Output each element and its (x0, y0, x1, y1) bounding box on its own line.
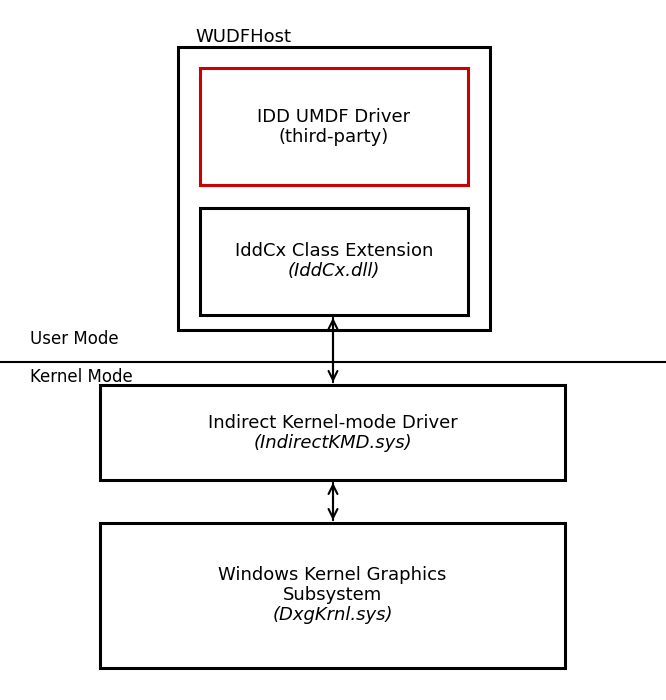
Text: Subsystem: Subsystem (283, 587, 382, 605)
Text: User Mode: User Mode (30, 330, 119, 348)
Text: IddCx Class Extension: IddCx Class Extension (235, 242, 433, 260)
Text: (DxgKrnl.sys): (DxgKrnl.sys) (272, 606, 393, 624)
Bar (100, 385, 565, 480)
Text: Indirect Kernel-mode Driver: Indirect Kernel-mode Driver (208, 414, 458, 431)
Bar (200, 68, 468, 185)
Text: (third-party): (third-party) (279, 127, 389, 146)
Text: WUDFHost: WUDFHost (195, 28, 291, 46)
Text: Kernel Mode: Kernel Mode (30, 368, 133, 386)
Bar (200, 208, 468, 315)
Text: (IddCx.dll): (IddCx.dll) (288, 262, 380, 281)
Text: (IndirectKMD.sys): (IndirectKMD.sys) (253, 433, 412, 452)
Bar (178, 47, 490, 330)
Text: IDD UMDF Driver: IDD UMDF Driver (258, 108, 410, 125)
Text: Windows Kernel Graphics: Windows Kernel Graphics (218, 566, 447, 584)
Bar (100, 523, 565, 668)
